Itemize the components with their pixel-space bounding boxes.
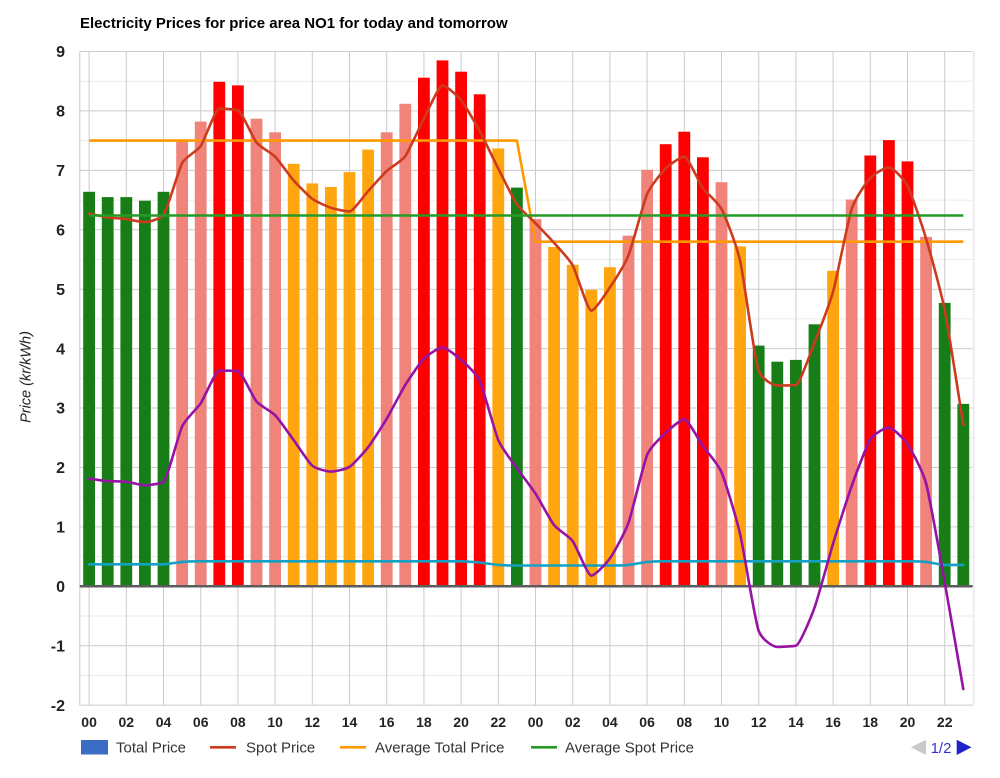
svg-text:Spot Price: Spot Price: [246, 739, 315, 756]
svg-text:14: 14: [788, 714, 804, 730]
svg-text:18: 18: [416, 714, 432, 730]
svg-text:08: 08: [230, 714, 246, 730]
svg-text:08: 08: [677, 714, 693, 730]
svg-text:04: 04: [602, 714, 618, 730]
svg-text:Average Spot Price: Average Spot Price: [565, 739, 694, 756]
svg-text:22: 22: [937, 714, 953, 730]
svg-text:-1: -1: [51, 638, 65, 655]
svg-text:6: 6: [56, 223, 65, 240]
svg-text:10: 10: [267, 714, 283, 730]
svg-text:1: 1: [56, 520, 65, 537]
svg-text:22: 22: [491, 714, 507, 730]
svg-text:00: 00: [81, 714, 97, 730]
svg-text:Average Total Price: Average Total Price: [375, 739, 505, 756]
svg-text:2: 2: [56, 460, 65, 477]
svg-text:8: 8: [56, 104, 65, 121]
svg-text:Electricity Prices for price a: Electricity Prices for price area NO1 fo…: [80, 15, 508, 32]
svg-text:02: 02: [119, 714, 135, 730]
svg-text:10: 10: [714, 714, 730, 730]
svg-text:20: 20: [900, 714, 916, 730]
svg-text:0: 0: [56, 579, 65, 596]
svg-text:3: 3: [56, 401, 65, 418]
svg-text:5: 5: [56, 282, 65, 299]
svg-text:Total Price: Total Price: [116, 739, 186, 756]
svg-text:14: 14: [342, 714, 358, 730]
svg-text:4: 4: [56, 341, 65, 358]
svg-text:16: 16: [379, 714, 395, 730]
svg-text:06: 06: [639, 714, 655, 730]
svg-text:04: 04: [156, 714, 172, 730]
svg-text:Price (kr/kWh): Price (kr/kWh): [19, 331, 35, 423]
svg-text:02: 02: [565, 714, 581, 730]
svg-text:12: 12: [751, 714, 767, 730]
svg-text:18: 18: [863, 714, 879, 730]
svg-text:06: 06: [193, 714, 209, 730]
svg-text:12: 12: [305, 714, 321, 730]
svg-text:1/2: 1/2: [931, 740, 952, 757]
svg-text:20: 20: [453, 714, 469, 730]
svg-text:9: 9: [56, 44, 65, 61]
svg-text:-2: -2: [51, 698, 65, 715]
svg-text:7: 7: [56, 163, 65, 180]
svg-text:16: 16: [825, 714, 841, 730]
svg-text:00: 00: [528, 714, 544, 730]
